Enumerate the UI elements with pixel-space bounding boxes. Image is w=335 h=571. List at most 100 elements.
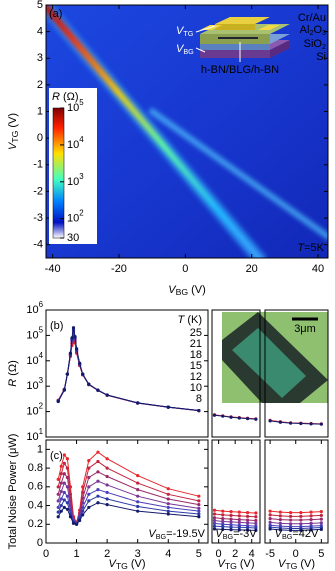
data-point [278, 420, 282, 424]
data-point [221, 522, 225, 526]
y-tick-label: -3 [33, 212, 43, 224]
text-part: (V) [237, 558, 255, 570]
text-part: 3 [39, 376, 44, 385]
data-point [309, 514, 313, 518]
data-point [237, 510, 241, 514]
data-point [105, 457, 109, 461]
data-point [221, 517, 225, 521]
data-point [71, 521, 76, 525]
y-tick-label: 1 [37, 443, 43, 455]
layer-si-side [200, 50, 270, 58]
data-point [197, 512, 201, 516]
stack-label: h-BN/BLG/h-BN [201, 64, 279, 76]
y-tick-label: 0.2 [28, 518, 43, 530]
data-point [105, 474, 109, 479]
data-point [309, 510, 313, 514]
annotation: VBG=42V [275, 528, 319, 541]
series-line [270, 518, 322, 521]
text-part: TG [116, 561, 128, 571]
data-point [319, 517, 323, 521]
text-part: (V) [128, 558, 146, 570]
text-part: V [217, 558, 226, 570]
data-point [96, 388, 100, 392]
data-point [237, 520, 241, 525]
layer-gate [215, 17, 270, 24]
x-tick-label: 0 [182, 263, 188, 275]
data-point [245, 417, 250, 421]
optical-image [222, 312, 328, 403]
data-point [62, 453, 66, 457]
text-part: 10 [67, 102, 79, 114]
plot-frame [45, 309, 209, 438]
data-point [229, 415, 233, 419]
data-point [221, 414, 225, 418]
y-tick-label: 1 [37, 105, 43, 117]
data-point [212, 413, 217, 417]
x-tick-label: 0 [43, 548, 49, 560]
series-line [214, 509, 256, 514]
legend-title: T (K) [178, 314, 202, 326]
data-point [197, 506, 201, 510]
data-point [289, 421, 293, 425]
data-point [166, 502, 170, 506]
colorbar-tick-label: 102 [67, 209, 84, 225]
text-part: V [278, 558, 287, 570]
data-point [105, 483, 109, 487]
data-point [212, 516, 217, 520]
series-line [270, 528, 322, 531]
data-point [62, 490, 66, 495]
data-point [59, 464, 63, 468]
data-point [309, 517, 313, 522]
text-part: 2 [322, 42, 326, 51]
layer-label: Al2O3 [300, 24, 326, 37]
data-point [56, 492, 60, 496]
text-part: 1 [39, 427, 44, 436]
data-point [212, 508, 217, 512]
data-point [136, 488, 140, 492]
text-part: (V) [297, 558, 315, 570]
data-point [73, 334, 77, 339]
text-part: TG [285, 561, 297, 571]
data-point [197, 499, 201, 503]
data-point [309, 422, 313, 426]
data-point [87, 505, 91, 510]
data-point [319, 521, 323, 525]
series-line [270, 521, 322, 525]
data-point [62, 498, 66, 502]
data-point [254, 518, 258, 523]
series-line [214, 414, 256, 420]
series-line [214, 517, 256, 522]
data-point [136, 494, 140, 498]
data-point [68, 515, 73, 519]
data-point [254, 528, 258, 532]
data-point [229, 510, 233, 514]
text-part: TG [10, 130, 20, 142]
text-part: TG [183, 29, 193, 38]
data-point [197, 408, 201, 413]
data-point [96, 501, 100, 505]
panel-label: (a) [49, 8, 62, 20]
data-point [96, 479, 100, 483]
text-part: 3 [79, 172, 84, 181]
scale-bar-label: 3μm [294, 323, 316, 335]
text-part: 10 [26, 304, 38, 316]
x-tick-label: -20 [111, 263, 127, 275]
data-point [74, 347, 79, 351]
data-point [81, 513, 85, 517]
data-point [289, 518, 293, 522]
colorbar-label: R (Ω) [52, 91, 79, 103]
data-point [245, 518, 250, 522]
text-part: 2 [79, 209, 83, 218]
text-part: SiO [304, 38, 323, 50]
series-line [57, 334, 199, 412]
y-tick-label: -2 [33, 185, 43, 197]
data-point [78, 361, 82, 365]
gate-label: VTG [176, 25, 194, 38]
data-point [245, 510, 250, 515]
data-point [65, 466, 69, 470]
data-point [237, 514, 241, 518]
y-axis-label: VTG (V) [7, 113, 20, 150]
data-point [278, 510, 282, 514]
x-tick-label: 5 [196, 548, 202, 560]
plot-frame [211, 309, 261, 438]
